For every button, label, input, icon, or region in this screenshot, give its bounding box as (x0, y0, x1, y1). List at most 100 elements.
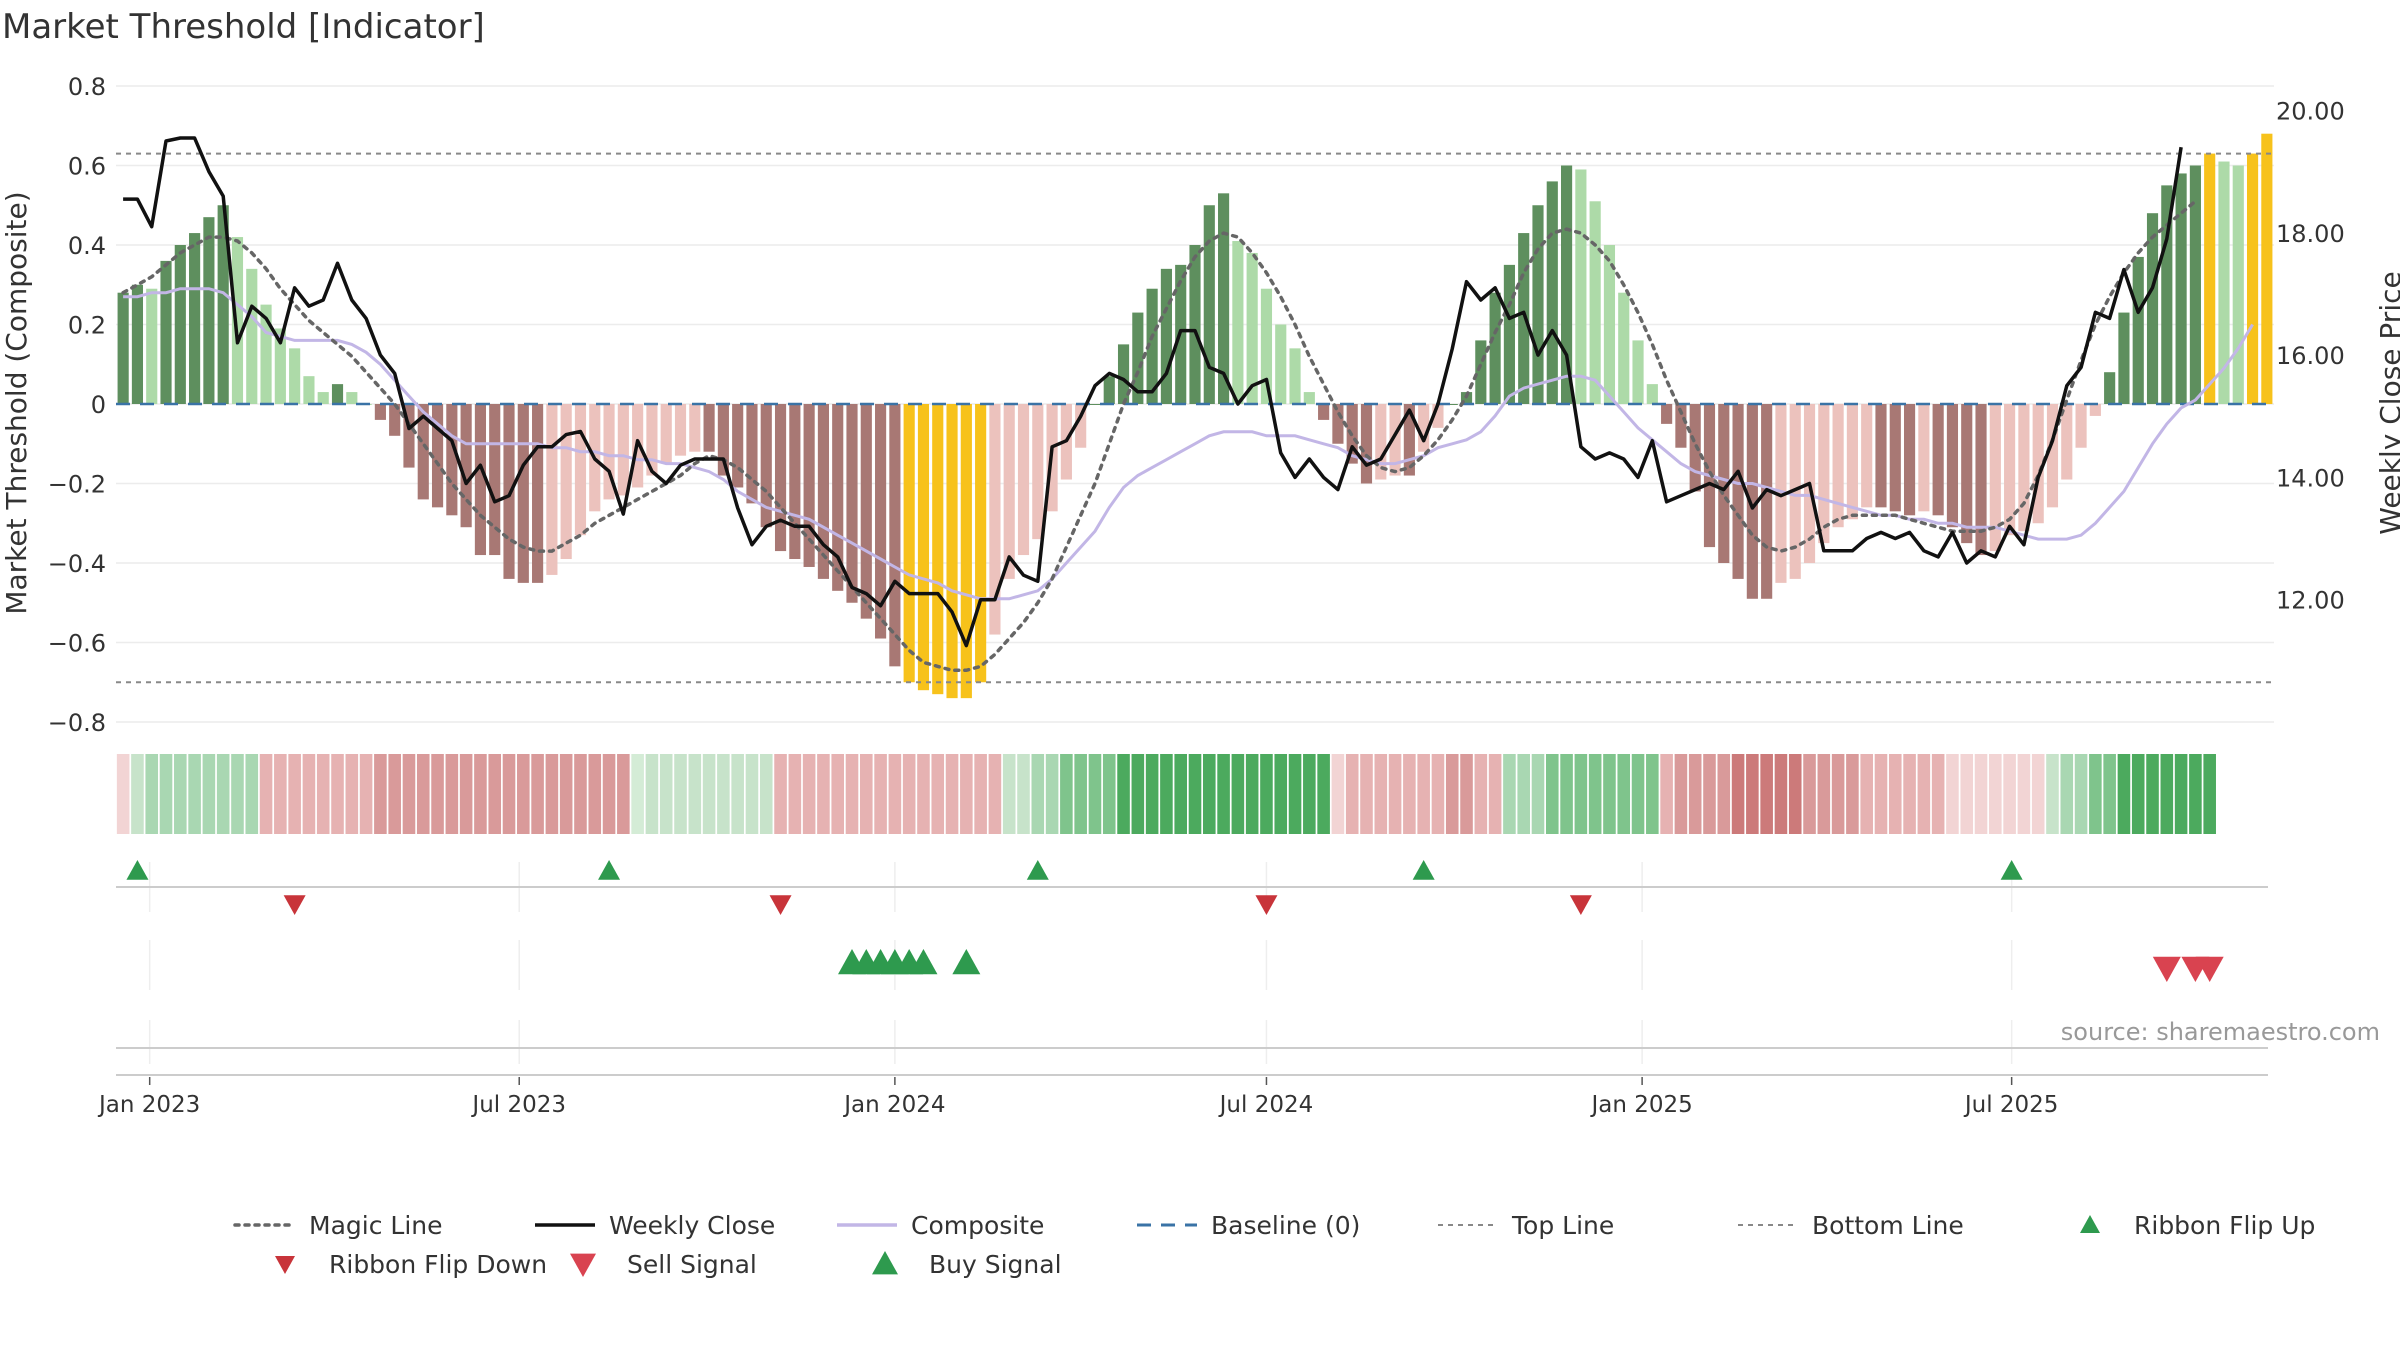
ribbon-cell (1931, 754, 1945, 834)
y-tick-right: 18.00 (2276, 220, 2345, 248)
composite-bar (1503, 264, 1515, 404)
composite-bar (1532, 205, 1544, 404)
y-tick-left: 0.4 (68, 232, 106, 260)
composite-bar (1661, 404, 1673, 424)
composite-bar (1589, 201, 1601, 404)
ribbon-flip-up-marker (2000, 860, 2023, 880)
composite-bar (174, 245, 186, 404)
ribbon-cell (188, 754, 201, 834)
composite-bar (1160, 268, 1172, 404)
composite-bar (503, 404, 515, 579)
x-tick-label: Jan 2024 (842, 1092, 945, 1118)
composite-bar (689, 404, 701, 452)
ribbon-cell (2031, 754, 2045, 834)
ribbon-cell (488, 754, 502, 834)
ribbon-cell (645, 754, 659, 834)
ribbon-cell (2060, 754, 2074, 834)
ribbon-cell (2074, 754, 2088, 834)
ribbon-cell (1674, 754, 1688, 834)
composite-bar (1603, 245, 1616, 404)
y-axis-right-label: Weekly Close Price (2374, 271, 2400, 534)
ribbon-cell (674, 754, 687, 834)
composite-bar (1232, 241, 1244, 404)
ribbon-cell (574, 754, 587, 834)
y-tick-left: 0.8 (68, 73, 106, 101)
ribbon-flip-up-marker (598, 860, 621, 880)
composite-bar (1246, 252, 1258, 404)
ribbon-cell (302, 754, 316, 834)
ribbon-cell (1417, 754, 1430, 834)
ribbon-flip-up-marker (1026, 860, 1049, 880)
composite-bar (889, 404, 901, 667)
legend-item-flip_down: Ribbon Flip Down (275, 1250, 547, 1279)
composite-bar (1418, 404, 1430, 452)
composite-bar (574, 404, 587, 536)
y-tick-right: 20.00 (2276, 97, 2345, 125)
composite-bar (460, 404, 472, 528)
composite-bar (1746, 404, 1758, 599)
ribbon-cell (502, 754, 516, 834)
composite-bar (1218, 193, 1230, 404)
composite-bar (346, 392, 358, 404)
ribbon-cell (1874, 754, 1888, 834)
ribbon-cell (874, 754, 887, 834)
legend-label: Sell Signal (627, 1250, 757, 1279)
chart-title: Market Threshold [Indicator] (2, 7, 485, 47)
ribbon-cell (1717, 754, 1731, 834)
ribbon-cell (388, 754, 401, 834)
ribbon-cell (431, 754, 444, 834)
composite-bar (932, 404, 944, 695)
ribbon-cell (174, 754, 187, 834)
ribbon-cell (902, 754, 916, 834)
legend-swatch (872, 1251, 898, 1275)
legend-item-magic: Magic Line (233, 1211, 443, 1240)
ribbon-cell (531, 754, 544, 834)
composite-bar (1017, 404, 1030, 556)
y-tick-left: −0.8 (48, 709, 106, 737)
ribbon-cell (1317, 754, 1330, 834)
ribbon-cell (1217, 754, 1230, 834)
composite-bar (674, 404, 687, 456)
composite-bar (1918, 404, 1930, 512)
ribbon-cell (1646, 754, 1659, 834)
ribbon-cell (1460, 754, 1473, 834)
ribbon-cell (1617, 754, 1631, 834)
ribbon-cell (1746, 754, 1759, 834)
composite-bar (1961, 404, 1973, 544)
ribbon-cell (1531, 754, 1545, 834)
ribbon-cell (345, 754, 359, 834)
legend-item-close: Weekly Close (535, 1211, 775, 1240)
composite-bar (1975, 404, 1987, 556)
y-axis-left-label: Market Threshold (Composite) (0, 191, 33, 614)
composite-bar (946, 404, 958, 699)
ribbon-cell (1388, 754, 1402, 834)
legend-label: Baseline (0) (1211, 1211, 1360, 1240)
ribbon-cell (259, 754, 273, 834)
ribbon-cell (1774, 754, 1788, 834)
legend-item-sell: Sell Signal (570, 1250, 757, 1279)
composite-bar (860, 404, 872, 619)
composite-bar (117, 292, 129, 404)
composite-bar (303, 376, 315, 404)
ribbon-cell (2003, 754, 2016, 834)
ribbon-cell (1631, 754, 1645, 834)
ribbon (116, 754, 2216, 834)
ribbon-cell (374, 754, 387, 834)
legend-swatch (570, 1253, 596, 1277)
ribbon-cell (2017, 754, 2031, 834)
ribbon-cell (1946, 754, 1959, 834)
legend-item-top: Top Line (1438, 1211, 1614, 1240)
ribbon-cell (1260, 754, 1273, 834)
composite-bar (1689, 404, 1701, 492)
ribbon-cell (602, 754, 616, 834)
ribbon-cell (888, 754, 902, 834)
ribbon-cell (1903, 754, 1916, 834)
composite-bar (2118, 312, 2130, 404)
ribbon-cell (2117, 754, 2131, 834)
composite-bar (975, 404, 987, 683)
composite-bar (1732, 404, 1744, 579)
composite-bar (331, 384, 344, 404)
ribbon-cell (517, 754, 530, 834)
ribbon-cell (216, 754, 230, 834)
